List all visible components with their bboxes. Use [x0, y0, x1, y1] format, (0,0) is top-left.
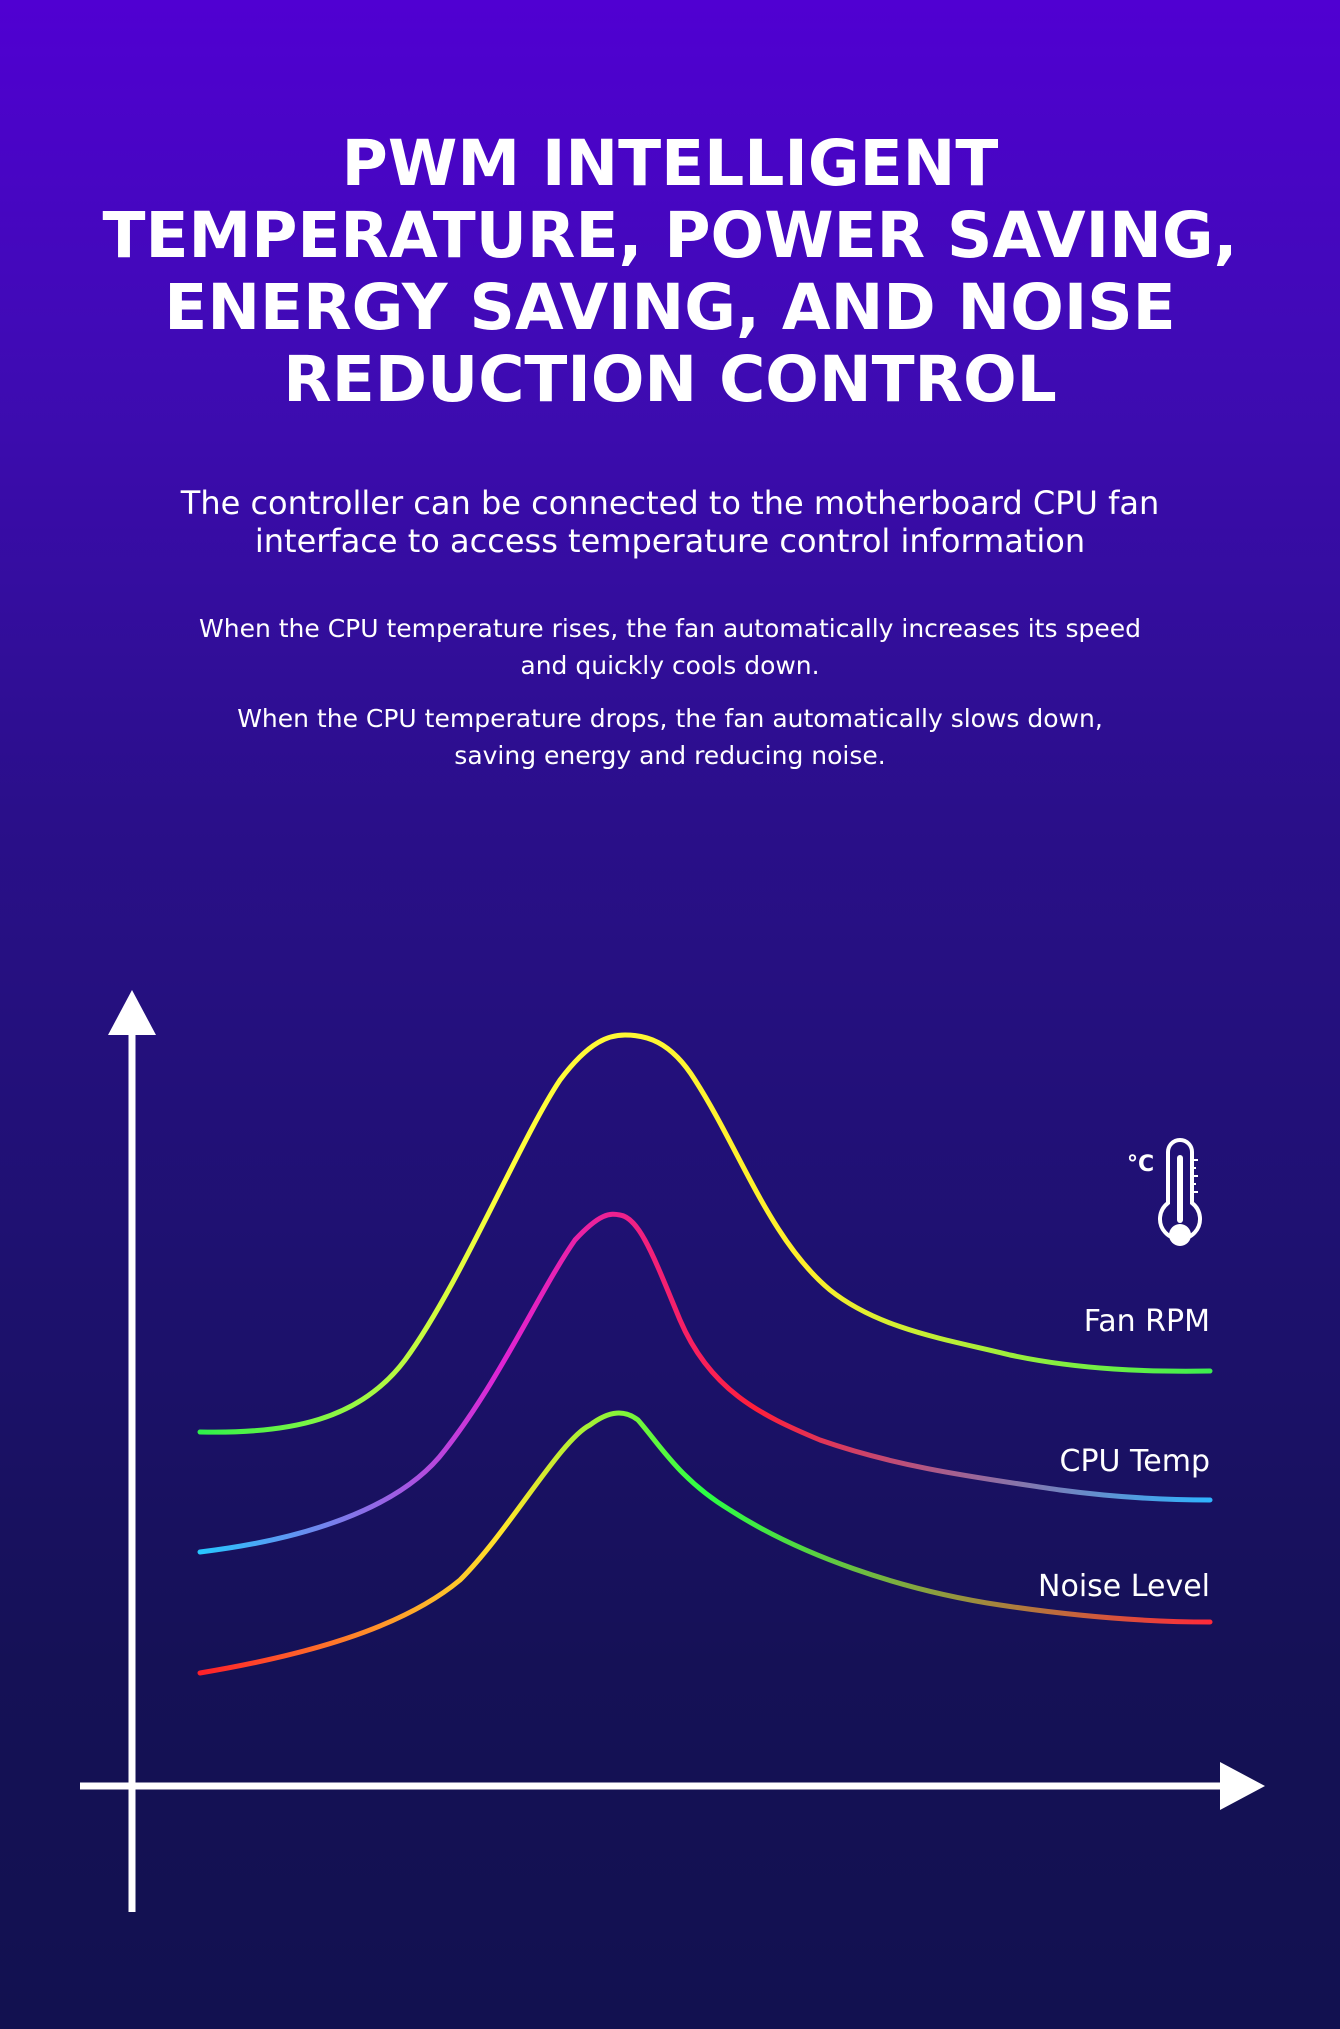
- noise-level-label: Noise Level: [1038, 1569, 1210, 1604]
- headline-line: REDUCTION CONTROL: [283, 343, 1057, 416]
- headline: PWM INTELLIGENT TEMPERATURE, POWER SAVIN…: [0, 128, 1340, 416]
- axes: [80, 990, 1265, 1912]
- y-axis-arrow-icon: [108, 990, 156, 1035]
- fan-rpm-curve: [197, 1032, 1213, 1435]
- paragraph-line: When the CPU temperature rises, the fan …: [199, 614, 1141, 643]
- paragraph-temperature-drops: When the CPU temperature drops, the fan …: [0, 700, 1340, 774]
- headline-line: ENERGY SAVING, AND NOISE: [164, 271, 1176, 344]
- subtitle: The controller can be connected to the m…: [0, 484, 1340, 560]
- x-axis-arrow-icon: [1220, 1762, 1265, 1810]
- thermometer-icon: °C: [1127, 1138, 1202, 1246]
- noise-level-curve: [197, 1410, 1213, 1676]
- subtitle-line: interface to access temperature control …: [254, 522, 1086, 560]
- paragraph-line: When the CPU temperature drops, the fan …: [237, 704, 1103, 733]
- paragraph-temperature-rises: When the CPU temperature rises, the fan …: [0, 610, 1340, 684]
- cpu-temp-label: CPU Temp: [1060, 1444, 1210, 1479]
- paragraph-line: saving energy and reducing noise.: [454, 741, 886, 770]
- headline-line: PWM INTELLIGENT: [341, 127, 999, 200]
- celsius-unit-label: °C: [1127, 1152, 1154, 1177]
- fan-rpm-label: Fan RPM: [1084, 1304, 1210, 1339]
- headline-line: TEMPERATURE, POWER SAVING,: [102, 199, 1238, 272]
- paragraph-line: and quickly cools down.: [520, 651, 820, 680]
- subtitle-line: The controller can be connected to the m…: [180, 484, 1160, 522]
- cpu-temp-curve: [197, 1211, 1213, 1555]
